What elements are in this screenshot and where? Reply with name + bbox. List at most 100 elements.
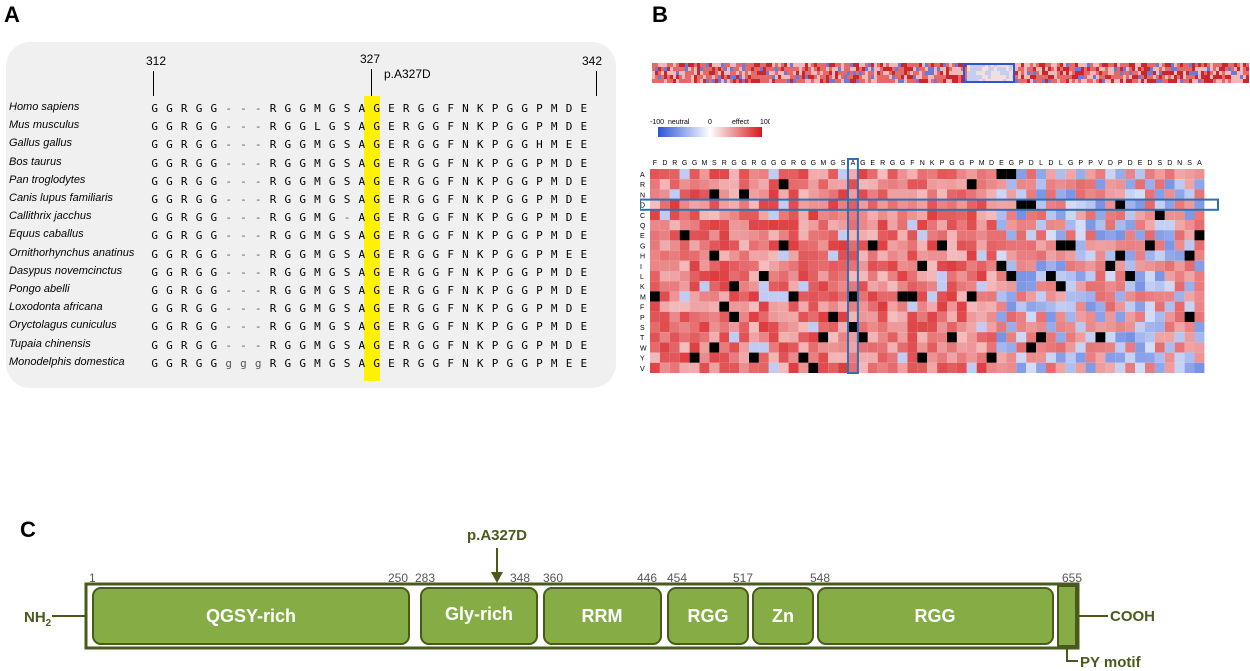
heatmap-column-label: G (771, 160, 776, 167)
overview-cell (1111, 79, 1114, 83)
overview-cell (1138, 75, 1141, 79)
heatmap-cell (947, 322, 957, 333)
heatmap-cell (1075, 220, 1086, 231)
heatmap-cell (1055, 291, 1066, 302)
overview-cell (1048, 75, 1051, 79)
overview-cell (1063, 79, 1066, 83)
residue: G (151, 229, 158, 243)
overview-cell (865, 67, 868, 71)
heatmap-cell (719, 291, 730, 302)
overview-cell (1246, 67, 1249, 71)
residue: S (343, 284, 351, 297)
overview-cell (694, 79, 697, 83)
overview-cell (793, 79, 796, 83)
overview-cell (757, 67, 760, 71)
residue: M (314, 156, 321, 170)
heatmap-cell (996, 322, 1007, 333)
overview-cell (1045, 71, 1048, 75)
residue: E (580, 247, 588, 261)
heatmap-cell (1036, 169, 1046, 180)
residue: G (328, 338, 336, 352)
residue: M (314, 193, 321, 206)
overview-cell (676, 79, 679, 83)
heatmap-cell (956, 220, 967, 231)
heatmap-cell (729, 352, 740, 363)
panel-label-b: B (652, 2, 668, 27)
overview-cell (655, 71, 658, 75)
heatmap-cell (857, 352, 868, 363)
overview-cell (745, 67, 748, 71)
heatmap-cell (1145, 322, 1155, 333)
residue: K (476, 211, 484, 225)
heatmap-row-label: I (640, 264, 642, 271)
heatmap-column-label: A (1197, 160, 1202, 167)
residue: E (388, 156, 395, 170)
heatmap-cell (887, 199, 898, 210)
residue: G (210, 338, 218, 352)
heatmap-cell (966, 322, 977, 333)
overview-cell (895, 71, 898, 75)
heatmap-cell (966, 291, 977, 302)
heatmap-cell (1135, 209, 1145, 220)
heatmap-cell (1085, 291, 1096, 302)
heatmap-cell (1085, 220, 1096, 231)
residue: R (269, 174, 277, 188)
py-motif-label: PY motif (1080, 654, 1142, 671)
heatmap-cell (669, 179, 680, 190)
heatmap-cell (907, 179, 918, 190)
heatmap-cell (659, 250, 670, 261)
overview-cell (877, 67, 880, 71)
residue: S (343, 356, 351, 370)
heatmap-row-label: H (640, 254, 645, 261)
overview-cell (1060, 67, 1063, 71)
heatmap-cell (1145, 220, 1155, 231)
residue: G (506, 211, 514, 225)
residue: E (388, 102, 395, 115)
heatmap-cell (699, 189, 710, 200)
heatmap-cell (1026, 169, 1037, 180)
residue: R (269, 156, 277, 170)
overview-cell (775, 63, 778, 67)
heatmap-cell (976, 301, 987, 312)
overview-cell (655, 79, 658, 83)
heatmap-cell (1125, 342, 1136, 353)
residue: R (180, 302, 188, 316)
overview-cell (988, 75, 991, 79)
heatmap-cell (719, 352, 730, 363)
heatmap-cell (778, 271, 789, 282)
overview-cell (730, 75, 733, 79)
heatmap-cell (778, 199, 789, 210)
residue: G (284, 138, 292, 152)
overview-cell (1084, 67, 1087, 71)
heatmap-cell (798, 230, 809, 241)
heatmap-cell (848, 352, 858, 363)
heatmap-cell (1115, 250, 1126, 261)
residue: P (491, 356, 499, 370)
overview-cell (1165, 67, 1168, 71)
overview-cell (910, 79, 913, 83)
overview-cell (1144, 79, 1147, 83)
heatmap-cell (867, 240, 878, 251)
pos-517: 517 (733, 571, 753, 585)
residue: G (432, 284, 440, 297)
heatmap-cell (1105, 332, 1116, 343)
heatmap-cell (907, 342, 918, 353)
overview-cell (712, 63, 715, 67)
heatmap-cell (1065, 291, 1076, 302)
heatmap-cell (709, 209, 720, 220)
overview-cell (994, 67, 997, 71)
heatmap-cell (956, 342, 967, 353)
overview-cell (670, 71, 673, 75)
heatmap-cell (1026, 322, 1037, 333)
overview-cell (775, 67, 778, 71)
heatmap-cell (848, 220, 858, 231)
overview-cell (1042, 79, 1045, 83)
overview-cell (682, 67, 685, 71)
heatmap-cell (1055, 189, 1066, 200)
residue: G (373, 356, 380, 370)
heatmap-cell (749, 362, 759, 373)
overview-cell (742, 63, 745, 67)
overview-cell (1000, 75, 1003, 79)
heatmap-cell (1135, 260, 1145, 271)
heatmap-cell (1046, 169, 1056, 180)
